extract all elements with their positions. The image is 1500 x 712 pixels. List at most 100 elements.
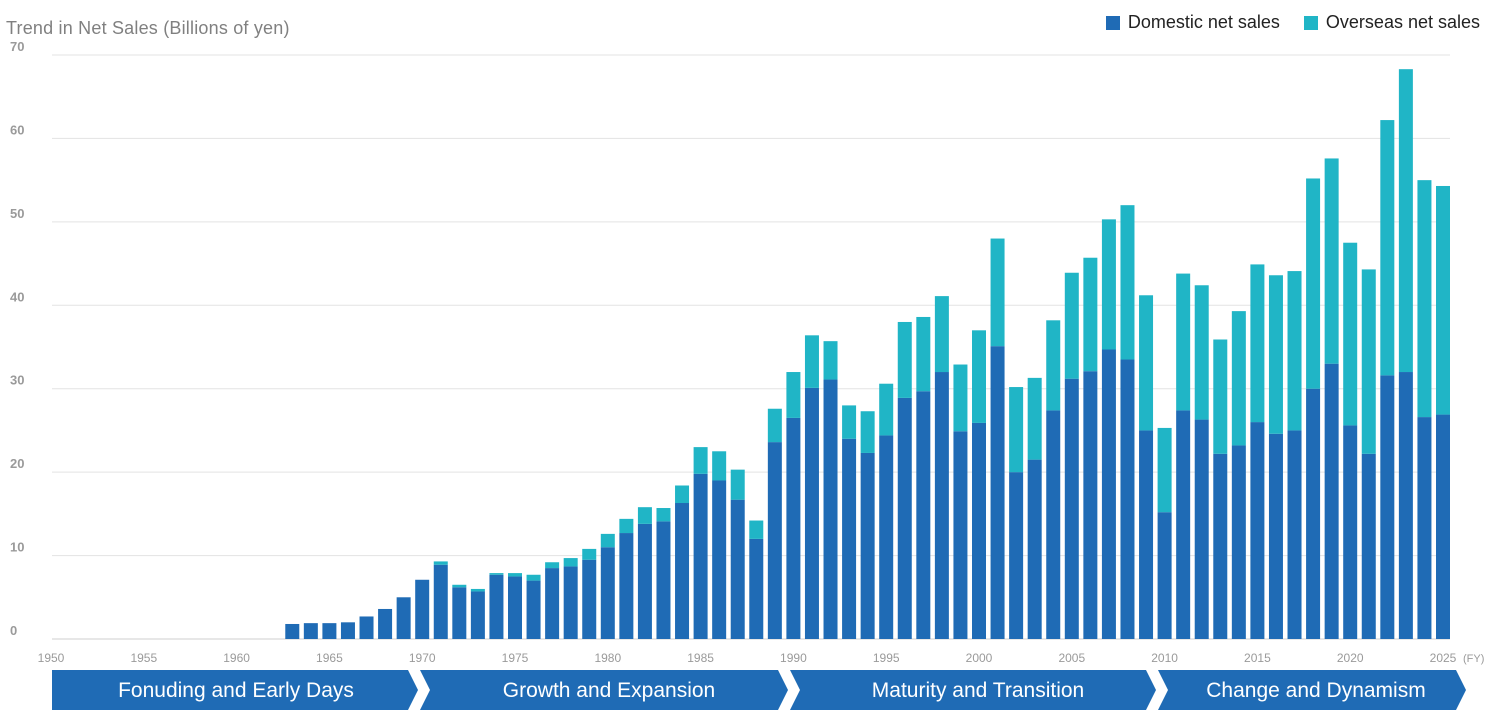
bar-domestic [804,387,819,639]
bar-domestic [545,568,560,639]
bar-overseas [1380,120,1395,376]
bar-overseas [600,533,615,548]
bar-overseas [563,558,578,567]
bar-domestic [823,379,838,639]
bar-domestic [934,372,949,639]
era-label: Change and Dynamism [1206,679,1425,702]
bar-domestic [396,597,411,639]
y-tick-label: 60 [10,122,24,137]
x-tick-label: 1995 [873,651,900,665]
bar-domestic [1306,388,1321,639]
bar-domestic [600,547,615,639]
bar-overseas [452,584,467,588]
bar-domestic [879,435,894,639]
bar-domestic [1194,419,1209,639]
x-tick-label: 2025 [1430,651,1457,665]
x-tick-label: 1970 [409,651,436,665]
bar-domestic [1380,375,1395,639]
x-axis-unit: (FY) [1463,653,1484,665]
bar-domestic [1009,472,1024,639]
bar-overseas [1361,269,1376,454]
bar-overseas [1064,272,1079,379]
bar-domestic [1213,453,1228,639]
bar-domestic [526,580,541,639]
bar-overseas [1194,285,1209,420]
bar-domestic [860,452,875,639]
bar-domestic [619,533,634,639]
legend-label-overseas: Overseas net sales [1325,12,1480,32]
bar-domestic [637,523,652,639]
bar-overseas [823,341,838,380]
bar-domestic [767,442,782,639]
bar-overseas [545,562,560,569]
x-tick-label: 2010 [1151,651,1178,665]
bar-overseas [489,573,504,575]
bar-overseas [712,451,727,481]
x-tick-label: 1980 [594,651,621,665]
bar-overseas [1157,427,1172,513]
bar-domestic [1417,417,1432,639]
y-tick-label: 30 [10,373,24,388]
bar-domestic [1064,378,1079,639]
bar-domestic [1324,363,1339,639]
bar-overseas [582,548,597,560]
bar-domestic [972,422,986,639]
x-tick-label: 1950 [38,651,65,665]
bar-domestic [489,574,504,639]
bar-domestic [786,417,801,639]
bar-overseas [1436,185,1450,415]
bar-domestic [1083,371,1098,639]
bar-overseas [879,383,894,436]
bar-overseas [1213,339,1228,454]
x-tick-label: 1960 [223,651,250,665]
x-tick-label: 1990 [780,651,807,665]
bar-domestic [1361,453,1376,639]
bar-overseas [1268,275,1283,434]
bar-overseas [1046,320,1061,411]
bar-domestic [340,622,355,639]
bar-domestic [433,564,448,639]
bar-domestic [378,608,393,639]
bar-domestic [693,473,708,639]
x-tick-label: 2015 [1244,651,1271,665]
bar-domestic [1436,414,1450,639]
bar-domestic [1139,430,1154,639]
bar-overseas [990,238,1005,347]
bar-domestic [1231,445,1246,639]
bar-overseas [1083,257,1098,372]
bar-domestic [359,616,374,639]
bar-overseas [916,316,931,392]
bar-overseas [1250,264,1265,423]
bar-domestic [1157,512,1172,639]
bar-domestic [730,499,745,639]
bar-overseas [619,518,634,534]
y-tick-label: 70 [10,39,24,54]
bar-overseas [749,520,764,539]
bar-domestic [953,431,968,639]
bar-overseas [1287,271,1302,431]
bar-overseas [972,330,986,423]
bar-overseas [1417,180,1432,418]
bar-overseas [786,372,801,418]
bar-overseas [953,364,968,432]
bar-overseas [1343,242,1358,426]
legend-item-domestic: Domestic net sales [1105,12,1280,33]
bar-domestic [990,346,1005,639]
bar-domestic [1343,425,1358,639]
bar-overseas [1398,69,1413,373]
x-tick-label: 1975 [502,651,529,665]
bar-domestic [508,576,522,639]
bar-domestic [1287,430,1302,639]
bar-overseas [934,296,949,373]
bar-domestic [1027,459,1042,639]
bar-domestic [712,480,727,639]
bar-overseas [693,447,708,474]
era-label: Fonuding and Early Days [118,679,354,702]
bar-overseas [1027,377,1042,460]
legend-swatch-overseas [1303,15,1318,30]
bar-domestic [675,503,690,639]
bar-domestic [452,587,467,639]
y-tick-label: 50 [10,206,24,221]
bar-overseas [1101,219,1116,350]
bar-domestic [1176,410,1191,639]
